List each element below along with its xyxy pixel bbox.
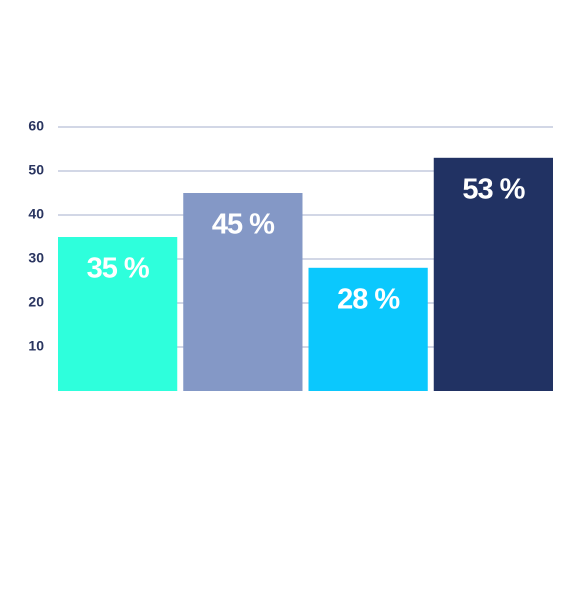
value-label: 28 % xyxy=(337,283,400,315)
y-tick-label: 20 xyxy=(28,294,44,310)
y-tick-label: 50 xyxy=(28,162,44,178)
bar xyxy=(308,267,428,391)
y-tick-label: 60 xyxy=(28,118,44,134)
bar xyxy=(58,237,178,391)
y-tick-label: 10 xyxy=(28,338,44,354)
value-label: 45 % xyxy=(212,209,275,241)
bar xyxy=(433,157,553,391)
value-label: 53 % xyxy=(462,173,525,205)
bar xyxy=(183,193,303,391)
value-label: 35 % xyxy=(87,253,150,285)
y-tick-label: 30 xyxy=(28,250,44,266)
y-tick-label: 40 xyxy=(28,206,44,222)
